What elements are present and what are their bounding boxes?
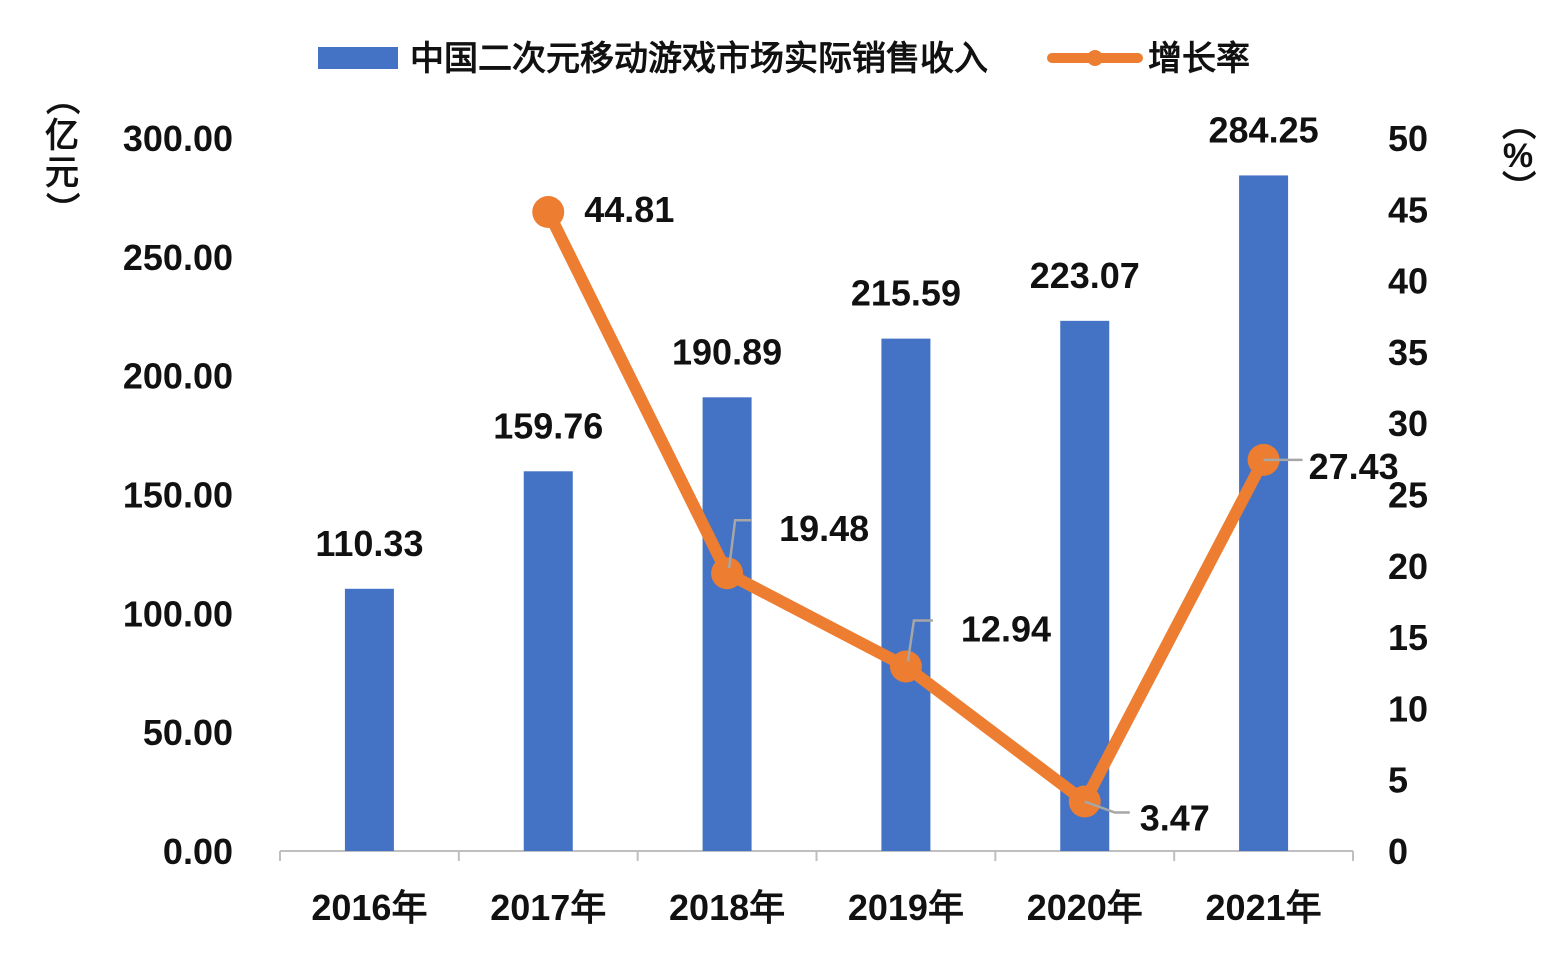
right-tick-label: 10 [1388,688,1428,729]
bar [1239,175,1289,851]
legend: 中国二次元移动游戏市场实际销售收入 增长率 [318,39,1250,78]
left-tick-label: 50.00 [143,712,233,753]
line-data-label: 19.48 [779,508,869,549]
bar [702,397,752,851]
left-tick-label: 200.00 [123,356,233,397]
bar [881,338,931,851]
line-data-label: 12.94 [961,608,1051,649]
left-axis-ticks: 0.00 50.00 100.00 150.00 200.00 250.00 300.00 [123,118,233,872]
left-axis-unit-char: （ [42,81,81,115]
line-data-label: 44.81 [584,189,674,230]
bar-data-label: 190.89 [672,331,782,372]
bar-data-labels: 110.33 159.76 190.89 215.59 223.07 284.25 [315,109,1318,563]
left-axis-unit: （亿元） [42,81,81,226]
bar [344,588,394,851]
x-tick-label: 2017年 [490,887,606,928]
bar-data-label: 159.76 [493,405,603,446]
bar-data-label: 223.07 [1030,255,1140,296]
legend-line-marker [1087,50,1103,66]
legend-bar-label: 中国二次元移动游戏市场实际销售收入 [410,39,988,78]
right-tick-label: 40 [1388,261,1428,302]
left-tick-label: 100.00 [123,593,233,634]
x-tick-label: 2016年 [311,887,427,928]
leader-line [1084,800,1130,814]
right-tick-label: 5 [1388,760,1408,801]
line-data-labels: 44.81 19.48 12.94 3.47 27.43 [584,189,1398,839]
left-axis-unit-char: 元 [45,154,79,192]
legend-bar-swatch [318,47,398,69]
right-axis-unit: （%） [1498,106,1537,204]
x-tick-label: 2020年 [1027,887,1143,928]
right-tick-label: 20 [1388,546,1428,587]
growth-marker [711,557,744,590]
growth-marker [889,650,922,683]
right-tick-label: 15 [1388,617,1428,658]
right-tick-label: 45 [1388,189,1428,230]
right-axis-ticks: 0 5 10 15 20 25 30 35 40 45 50 [1388,118,1428,872]
leader-line [906,619,933,662]
right-axis-unit-char: （ [1498,106,1537,140]
line-data-label: 3.47 [1140,798,1210,839]
right-tick-label: 35 [1388,332,1428,373]
left-tick-label: 300.00 [123,118,233,159]
right-tick-label: 0 [1388,831,1408,872]
right-tick-label: 30 [1388,403,1428,444]
left-axis-unit-char: ） [42,192,81,226]
x-tick-label: 2018年 [669,887,785,928]
x-tick-label: 2021年 [1206,887,1322,928]
x-axis: 2016年 2017年 2018年 2019年 2020年 2021年 [279,850,1354,928]
bar-data-label: 284.25 [1209,109,1319,150]
bar-data-label: 215.59 [851,273,961,314]
line-data-label: 27.43 [1309,446,1399,487]
x-tick-label: 2019年 [848,887,964,928]
left-tick-label: 0.00 [163,831,233,872]
growth-marker [532,196,565,229]
right-tick-label: 25 [1388,475,1428,516]
legend-line-label: 增长率 [1148,40,1250,78]
right-axis-unit-char: ） [1498,170,1537,204]
bar [523,471,573,851]
left-tick-label: 150.00 [123,475,233,516]
bar-series [344,175,1289,851]
right-axis-unit-char: % [1503,137,1533,175]
right-tick-label: 50 [1388,118,1428,159]
left-axis-unit-char: 亿 [45,117,79,155]
bar-data-label: 110.33 [315,523,423,564]
left-tick-label: 250.00 [123,237,233,278]
leader-line [727,518,752,569]
